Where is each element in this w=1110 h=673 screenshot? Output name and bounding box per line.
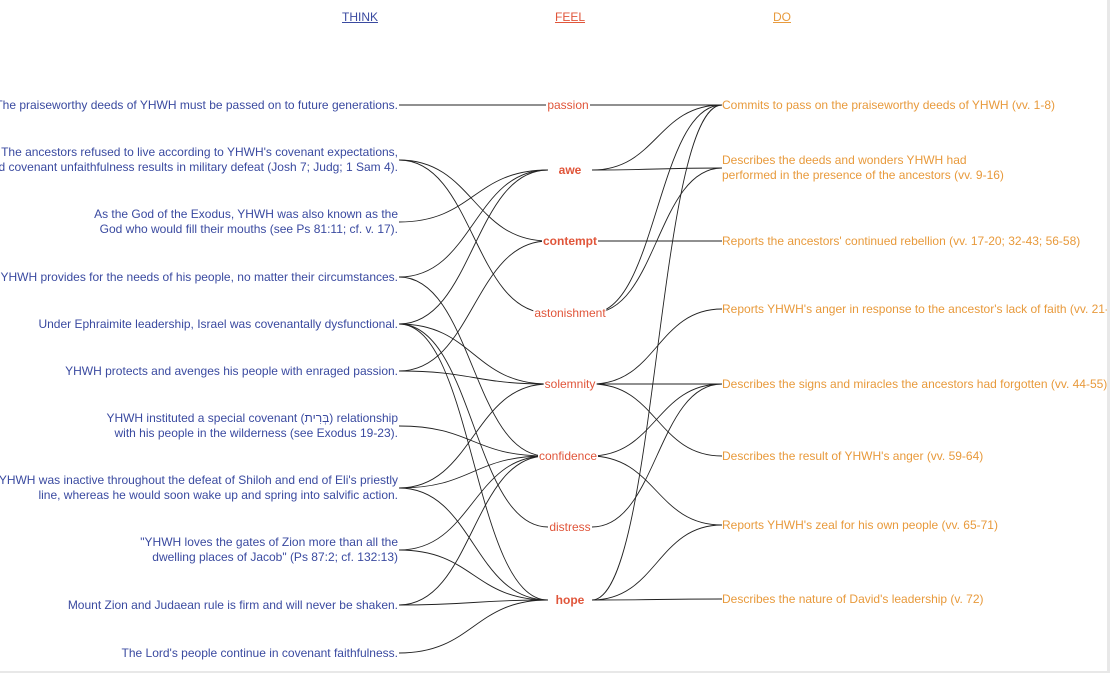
think-item-line: The Lord's people continue in covenant f… [121,645,398,660]
think-item: YHWH provides for the needs of his peopl… [0,270,398,285]
think-feel-link [398,383,549,489]
feel-do-link [591,167,723,314]
think-feel-link [398,159,549,242]
do-item-line: Describes the result of YHWH's anger (vv… [722,448,984,463]
do-item-line: Reports YHWH's anger in response to the … [722,301,1110,316]
think-item: Mount Zion and Judaean rule is firm and … [68,598,398,613]
feel-do-link [591,383,723,457]
do-item: Describes the signs and miracles the anc… [722,377,1107,392]
think-item: "YHWH loves the gates of Zion more than … [140,535,398,565]
do-item: Reports YHWH's anger in response to the … [722,302,1110,317]
think-feel-link [398,323,549,528]
feel-do-link [591,104,723,314]
do-item-line: Describes the nature of David's leadersh… [722,591,984,606]
right-edge-divider [1107,0,1110,673]
think-feel-link [398,323,549,385]
header-feel[interactable]: FEEL [555,10,586,24]
think-feel-link [398,323,549,601]
think-feel-link [398,159,549,314]
feel-do-link [589,455,723,526]
think-item: The Lord's people continue in covenant f… [122,646,398,661]
feel-node-astonishment: astonishment [533,306,607,320]
feel-node-solemnity: solemnity [543,377,597,391]
think-item: Under Ephraimite leadership, Israel was … [38,317,398,332]
think-feel-link [398,599,549,606]
feel-do-link [591,104,723,171]
do-item-line: Describes the signs and miracles the anc… [722,376,1108,391]
think-item-line: YHWH was inactive throughout the defeat … [0,473,398,487]
feel-do-link [591,104,723,601]
think-feel-link [398,370,549,385]
think-item: As the God of the Exodus, YHWH was also … [94,207,398,237]
think-item-line: and covenant unfaithfulness results in m… [0,160,398,174]
think-feel-link [398,455,547,551]
feel-do-link [591,308,723,385]
think-feel-link [398,455,547,489]
do-item-line: Describes the deeds and wonders YHWH had [722,153,967,167]
feel-do-link [589,383,723,457]
think-item-line: Mount Zion and Judaean rule is firm and … [67,597,398,612]
do-item-line: Reports YHWH's zeal for his own people (… [722,517,998,532]
think-item-line: "YHWH loves the gates of Zion more than … [140,535,398,549]
do-item: Commits to pass on the praiseworthy deed… [722,98,1055,113]
think-item: YHWH was inactive throughout the defeat … [0,473,398,503]
do-item-line: performed in the presence of the ancesto… [722,168,1004,182]
feel-node-confidence: confidence [537,449,599,463]
header-do[interactable]: DO [773,10,791,24]
think-feel-link [398,240,549,372]
bottom-edge-divider [0,671,1110,673]
think-item-line: with his people in the wilderness (see E… [114,426,399,440]
do-item: Reports the ancestors' continued rebelli… [722,234,1080,249]
think-item-line: Under Ephraimite leadership, Israel was … [38,316,398,331]
think-feel-link [398,487,549,601]
think-item: The ancestors refused to live according … [0,145,398,175]
feel-do-link [591,598,723,601]
do-item: Describes the result of YHWH's anger (vv… [722,449,983,464]
think-feel-link [398,169,549,325]
think-item-line: God who would fill their mouths (see Ps … [99,222,398,236]
think-feel-link [398,425,547,457]
think-item-line: YHWH protects and avenges his people wit… [65,363,398,378]
think-item-line: line, whereas he would soon wake up and … [38,488,398,502]
do-item: Reports YHWH's zeal for his own people (… [722,518,998,533]
do-item: Describes the deeds and wonders YHWH had… [722,153,1004,183]
think-item-line: As the God of the Exodus, YHWH was also … [94,207,398,221]
feel-do-link [591,167,723,171]
think-feel-link [398,169,549,223]
think-item-line: YHWH provides for the needs of his peopl… [0,269,398,284]
feel-node-awe: awe [557,163,583,177]
think-item-line: The praiseworthy deeds of YHWH must be p… [0,97,398,112]
think-feel-link [398,599,549,654]
think-item: YHWH protects and avenges his people wit… [65,364,398,379]
do-item-line: Commits to pass on the praiseworthy deed… [722,97,1056,112]
think-item-line: YHWH instituted a special covenant (בְּר… [106,411,398,425]
do-item: Describes the nature of David's leadersh… [722,592,984,607]
think-feel-link [398,169,549,278]
feel-node-hope: hope [554,593,586,607]
feel-do-link [591,383,723,528]
think-feel-link [398,455,547,606]
think-feel-link [398,549,549,601]
header-think[interactable]: THINK [342,10,378,24]
feel-node-passion: passion [546,98,590,112]
think-item: The praiseworthy deeds of YHWH must be p… [0,98,398,113]
think-item: YHWH instituted a special covenant (בְּר… [106,411,398,441]
do-item-line: Reports the ancestors' continued rebelli… [722,233,1081,248]
feel-node-contempt: contempt [542,234,598,248]
think-feel-link [398,276,547,457]
feel-do-link [591,524,723,601]
think-item-line: The ancestors refused to live according … [1,145,398,159]
feel-node-distress: distress [548,520,592,534]
think-item-line: dwelling places of Jacob" (Ps 87:2; cf. … [152,550,398,564]
